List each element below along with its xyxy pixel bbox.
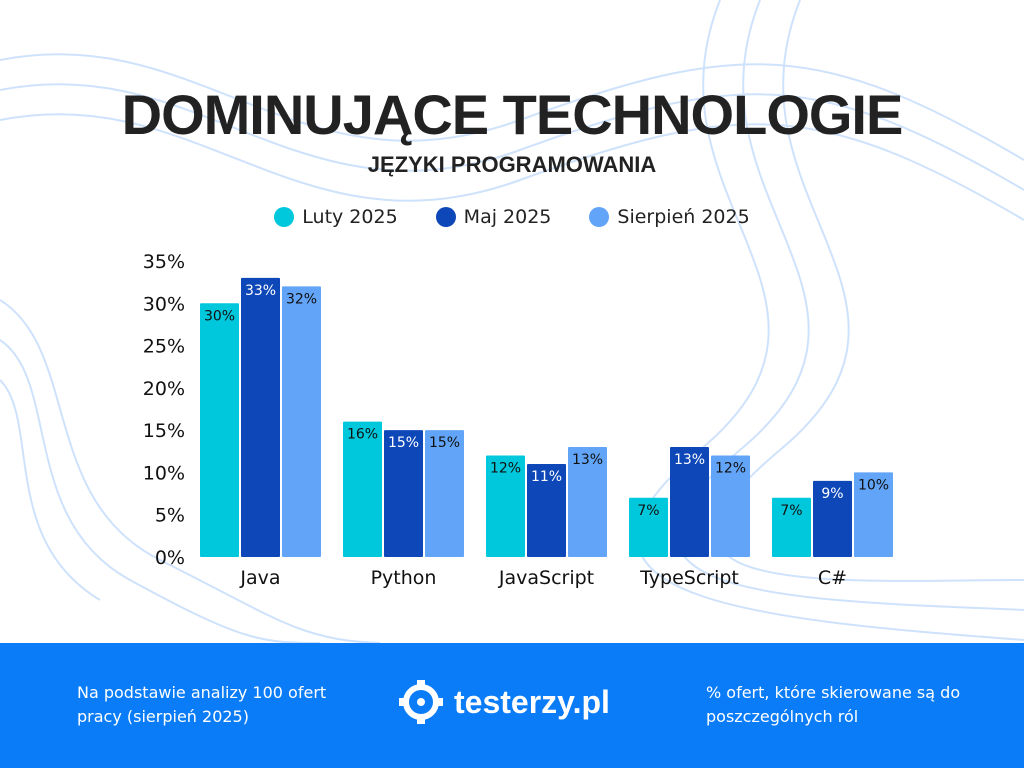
y-tick-label: 35% [143, 251, 185, 273]
data-label: 13% [572, 452, 603, 468]
data-label: 16% [347, 427, 378, 443]
bar [343, 421, 382, 557]
legend-item-sierpien: Sierpień 2025 [589, 206, 750, 228]
y-tick-label: 20% [143, 378, 185, 400]
y-tick-label: 5% [155, 505, 185, 527]
footer-description: % ofert, które skierowane są do poszczeg… [706, 683, 961, 726]
bar [813, 480, 852, 557]
legend-item-maj: Maj 2025 [435, 206, 552, 228]
gear-target-icon [399, 680, 443, 724]
bar [854, 472, 893, 557]
bar [772, 497, 811, 557]
legend-label: Luty 2025 [302, 206, 398, 228]
brand-logo[interactable]: testerzy.pl [398, 679, 610, 725]
data-label: 30% [204, 308, 235, 324]
bar [629, 497, 668, 557]
y-tick-label: 15% [143, 420, 185, 442]
data-label: 15% [388, 435, 419, 451]
data-label: 11% [531, 469, 562, 485]
data-label: 10% [858, 477, 889, 493]
page-title: DOMINUJĄCE TECHNOLOGIE [121, 83, 904, 146]
bar-chart: 0% 5% 10% 15% 20% 25% 30% 35% 30% 33% 32% Java 16% 15… [143, 251, 893, 589]
bar [486, 455, 525, 557]
legend-item-luty: Luty 2025 [274, 206, 398, 228]
bar [568, 447, 607, 557]
data-label: 32% [286, 291, 317, 307]
data-label: 15% [429, 435, 460, 451]
bar [200, 303, 239, 557]
bar [670, 447, 709, 557]
footer: Na podstawie analizy 100 ofert pracy (si… [0, 643, 1024, 768]
x-tick-label: Java [239, 567, 280, 589]
bar [527, 463, 566, 557]
y-tick-label: 30% [143, 293, 185, 315]
data-label: 7% [780, 503, 802, 519]
brand-name: testerzy.pl [454, 683, 610, 720]
y-tick-label: 25% [143, 336, 185, 358]
bar [241, 277, 280, 557]
data-label: 9% [821, 486, 843, 502]
chart-legend: Luty 2025 Maj 2025 Sierpień 2025 [0, 206, 1024, 228]
data-label: 33% [245, 283, 276, 299]
y-tick-label: 10% [143, 462, 185, 484]
background-wave-pattern [0, 0, 1024, 643]
data-label: 12% [715, 461, 746, 477]
data-label: 12% [490, 461, 521, 477]
legend-label: Sierpień 2025 [617, 206, 750, 228]
data-label: 7% [637, 503, 659, 519]
legend-swatch [274, 207, 295, 227]
x-tick-label: Python [371, 567, 437, 589]
legend-label: Maj 2025 [463, 206, 552, 228]
bar [384, 430, 423, 557]
data-label: 13% [674, 452, 705, 468]
x-tick-label: JavaScript [498, 567, 594, 589]
legend-swatch [435, 207, 456, 227]
page-subtitle: JĘZYKI PROGRAMOWANIA [367, 152, 657, 177]
footer-source-note: Na podstawie analizy 100 ofert pracy (si… [77, 683, 327, 726]
x-tick-label: TypeScript [639, 567, 739, 589]
y-tick-label: 0% [155, 547, 185, 569]
bar [282, 286, 321, 557]
legend-swatch [589, 207, 610, 227]
bar [711, 455, 750, 557]
x-tick-label: C# [818, 567, 847, 589]
bar [425, 430, 464, 557]
